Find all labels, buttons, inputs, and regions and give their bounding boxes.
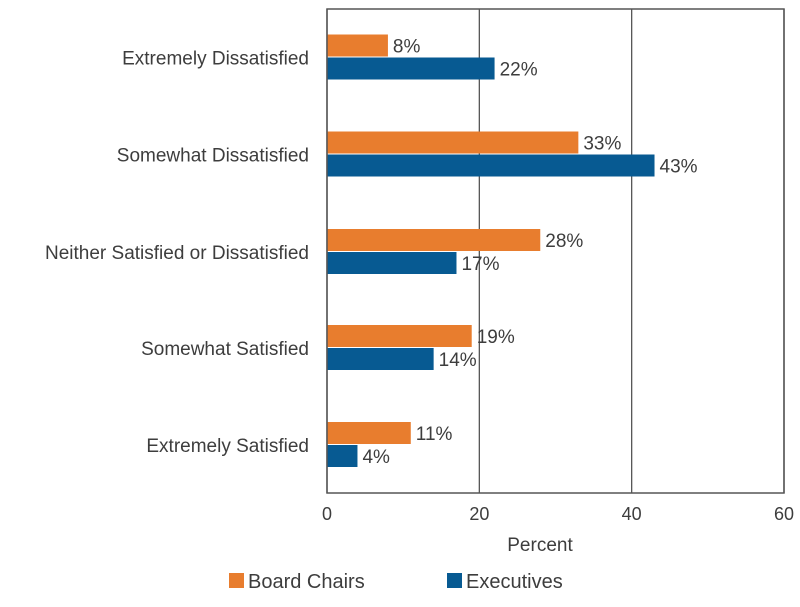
x-axis-ticks: 0 20 40 60 xyxy=(322,504,794,524)
bar-executives xyxy=(327,445,358,467)
bar-executives xyxy=(327,252,457,274)
category-label: Neither Satisfied or Dissatisfied xyxy=(45,243,309,264)
data-label: 19% xyxy=(477,327,515,348)
bar-executives xyxy=(327,348,434,370)
legend-label: Board Chairs xyxy=(248,571,365,593)
bars xyxy=(327,34,655,467)
bar-board-chairs xyxy=(327,229,541,251)
plot-border xyxy=(326,8,785,494)
bar-executives xyxy=(327,57,495,80)
plot-frame xyxy=(326,8,785,494)
category-label: Extremely Dissatisfied xyxy=(122,49,309,70)
bar-board-chairs xyxy=(327,422,411,444)
data-label: 43% xyxy=(660,157,698,178)
bar-board-chairs xyxy=(327,131,579,154)
x-tick-label: 20 xyxy=(469,504,489,524)
bar-board-chairs xyxy=(327,325,472,347)
data-label: 28% xyxy=(545,231,583,252)
legend-item-board-chairs: Board Chairs xyxy=(229,571,365,593)
category-labels: Extremely Dissatisfied Somewhat Dissatisf… xyxy=(45,49,309,458)
legend-swatch xyxy=(229,573,244,588)
bar-executives xyxy=(327,154,655,177)
category-label: Somewhat Satisfied xyxy=(141,339,309,360)
data-label: 17% xyxy=(461,254,499,275)
data-label: 8% xyxy=(393,37,421,58)
x-tick-label: 0 xyxy=(322,504,332,524)
data-label: 4% xyxy=(362,447,390,468)
bar-board-chairs xyxy=(327,34,388,57)
data-label: 14% xyxy=(439,350,477,371)
category-label: Somewhat Dissatisfied xyxy=(117,146,309,167)
legend-label: Executives xyxy=(466,571,563,593)
data-label: 22% xyxy=(500,60,538,81)
data-label: 11% xyxy=(416,424,453,445)
category-label: Extremely Satisfied xyxy=(146,436,309,457)
legend-swatch xyxy=(447,573,462,588)
x-axis-title: Percent xyxy=(507,535,573,556)
legend-item-executives: Executives xyxy=(447,571,563,593)
x-tick-label: 40 xyxy=(622,504,642,524)
data-labels: 8% 22% 33% 43% 28% 17% 19%14% 11% 4% xyxy=(362,37,697,469)
x-tick-label: 60 xyxy=(774,504,794,524)
legend: Board Chairs Executives xyxy=(229,571,563,593)
data-label: 33% xyxy=(583,134,621,155)
